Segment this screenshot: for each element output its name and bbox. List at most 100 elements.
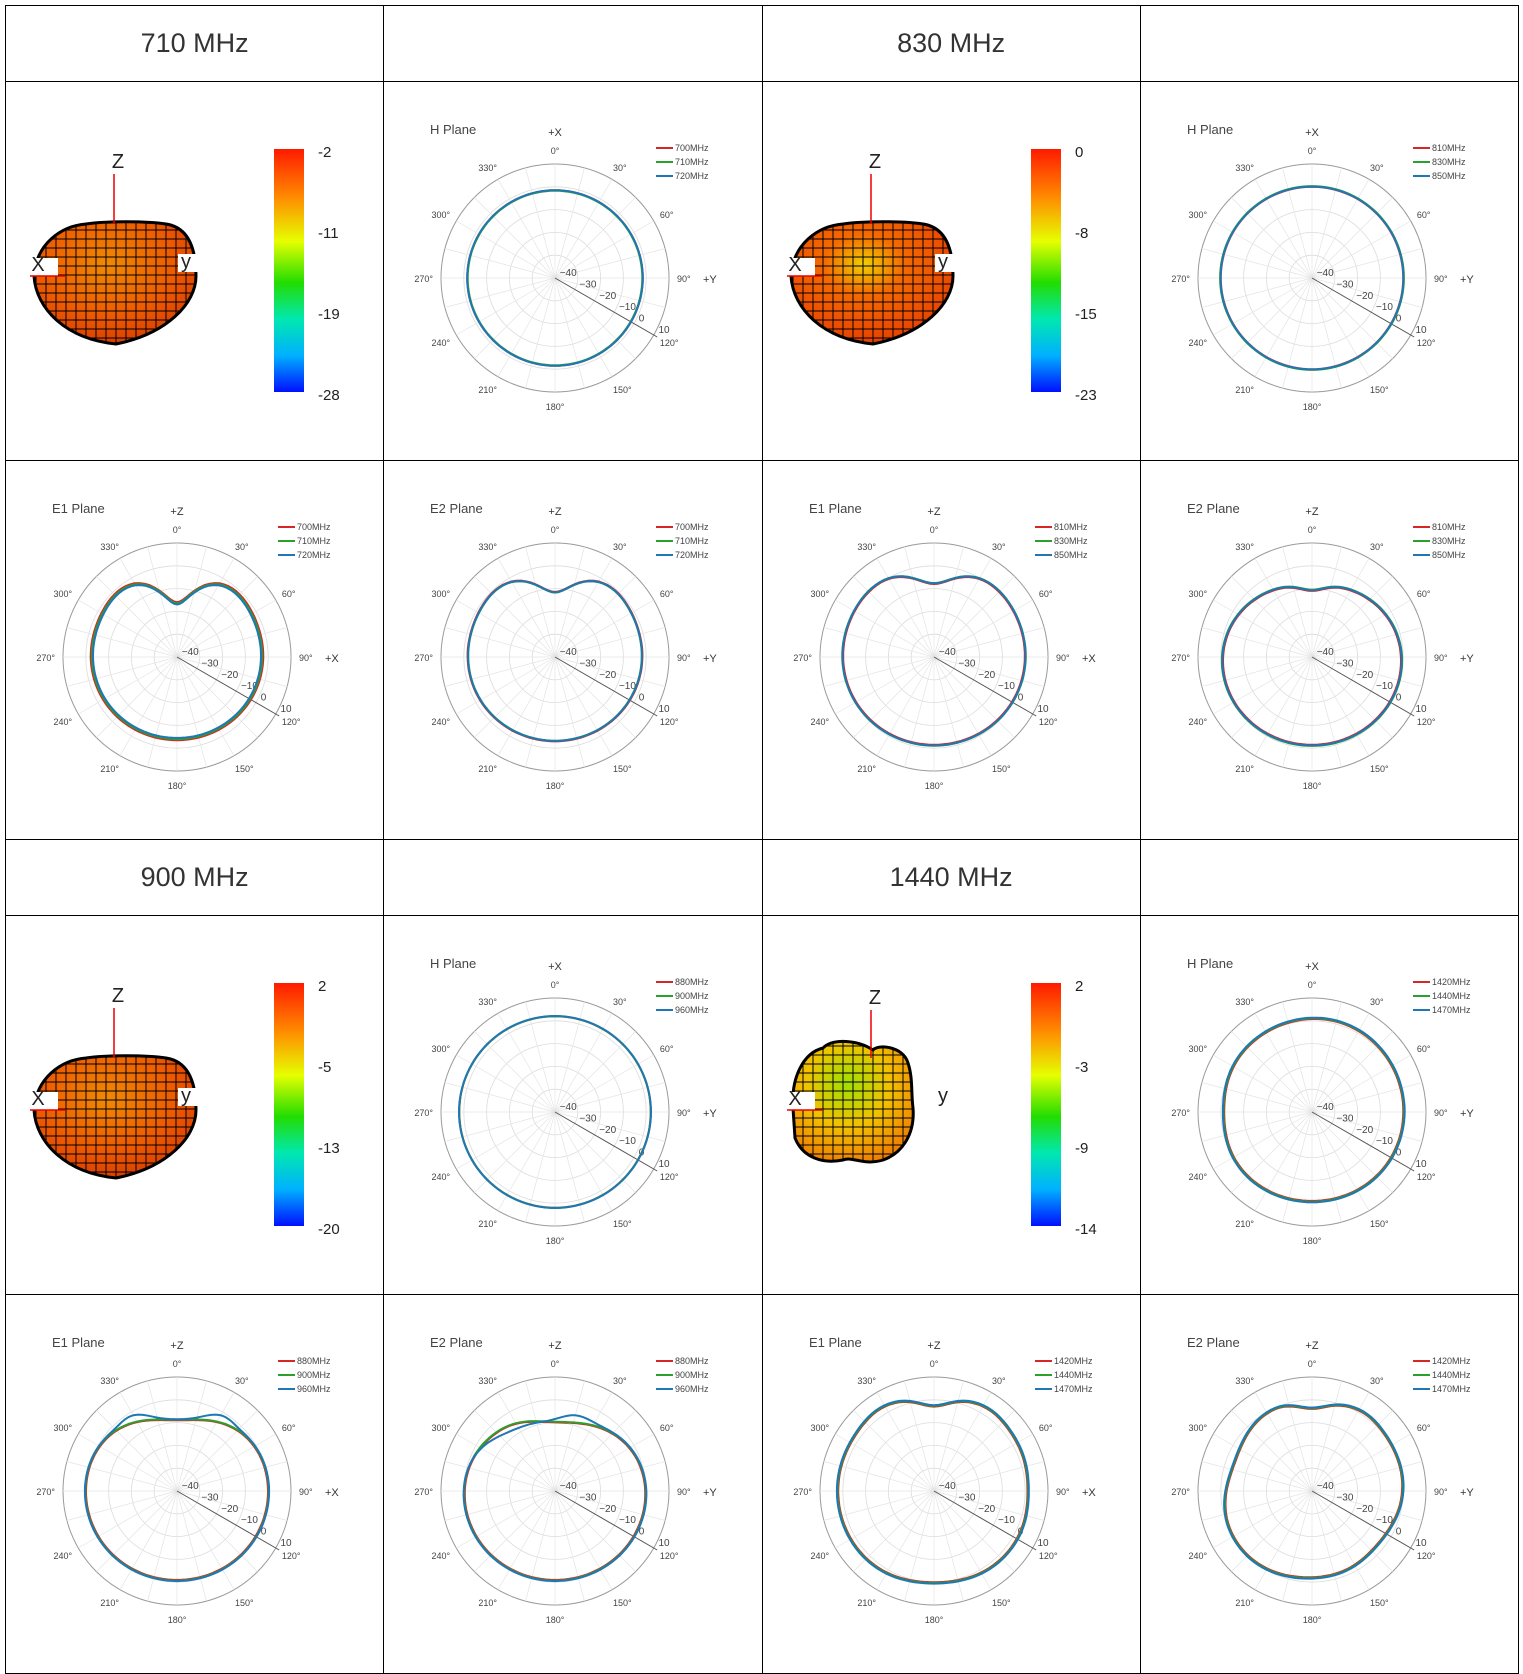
- right-axis-label: +Y: [1460, 1487, 1474, 1499]
- angle-tick-label: 0°: [1307, 980, 1316, 990]
- angle-tick-label: 90°: [677, 274, 691, 284]
- legend-entry: 810MHz: [1432, 143, 1466, 153]
- angle-tick-label: 270°: [793, 653, 812, 663]
- right-axis-label: +Y: [1460, 274, 1474, 286]
- angle-tick-label: 0°: [551, 146, 560, 156]
- angle-tick-label: 330°: [1235, 163, 1254, 173]
- angle-tick-label: 90°: [677, 653, 691, 663]
- colorbar-tick-label: -19: [318, 306, 340, 323]
- angle-tick-label: 180°: [1302, 1615, 1321, 1625]
- angular-grid-line: [934, 576, 1015, 657]
- angular-grid-line: [67, 1491, 177, 1521]
- plane-title: E1 Plane: [809, 501, 862, 516]
- angular-grid-line: [445, 1461, 555, 1491]
- radial-tick-label: −40: [938, 1481, 955, 1492]
- angle-tick-label: 300°: [1188, 1044, 1207, 1054]
- angle-tick-label: 300°: [810, 589, 829, 599]
- angular-grid-line: [853, 576, 934, 657]
- angle-tick-label: 60°: [660, 589, 674, 599]
- angular-grid-line: [555, 168, 585, 278]
- legend-entry: 1470MHz: [1432, 1005, 1471, 1015]
- angular-grid-line: [526, 1381, 556, 1491]
- angular-grid-line: [1282, 657, 1312, 767]
- angular-grid-line: [904, 1491, 934, 1601]
- angle-tick-label: 90°: [299, 653, 313, 663]
- angular-grid-line: [555, 657, 585, 767]
- angular-grid-line: [526, 657, 556, 767]
- angle-tick-label: 120°: [1417, 717, 1436, 727]
- angular-grid-line: [1231, 197, 1312, 278]
- angle-tick-label: 90°: [1434, 653, 1448, 663]
- z-axis-label: Z: [868, 987, 880, 1009]
- top-axis-label: +Z: [927, 1340, 940, 1352]
- angle-tick-label: 330°: [100, 1376, 119, 1386]
- right-axis-label: +X: [325, 653, 339, 665]
- legend-entry: 960MHz: [675, 1005, 709, 1015]
- radial-tick-label: −20: [1356, 670, 1373, 681]
- radiation-pattern-surface: [34, 1056, 196, 1178]
- legend-entry: 710MHz: [297, 536, 331, 546]
- angular-grid-line: [1312, 278, 1342, 388]
- legend-entry: 830MHz: [1054, 536, 1088, 546]
- legend-entry: 1440MHz: [1054, 1370, 1093, 1380]
- radial-tick-label: 10: [1415, 1538, 1427, 1549]
- legend-entry: 810MHz: [1432, 522, 1466, 532]
- angular-grid-line: [67, 1461, 177, 1491]
- radial-tick-label: 0: [639, 693, 645, 704]
- right-axis-label: +Y: [703, 1108, 717, 1120]
- plane-title: E2 Plane: [430, 501, 483, 516]
- angular-grid-line: [1202, 1491, 1312, 1521]
- polar-chart-s1h2: −40−30−20−100100°30°60°90°+Y120°150°180°…: [1141, 928, 1493, 1282]
- angular-grid-line: [1312, 1381, 1342, 1491]
- angle-tick-label: 60°: [1417, 1044, 1431, 1054]
- angular-grid-line: [475, 278, 556, 359]
- legend-entry: 1420MHz: [1054, 1356, 1093, 1366]
- radial-tick-label: −20: [599, 291, 616, 302]
- legend-entry: 830MHz: [1432, 536, 1466, 546]
- angle-tick-label: 60°: [282, 1423, 296, 1433]
- radial-tick-label: −40: [1316, 268, 1333, 279]
- angular-grid-line: [147, 1381, 177, 1491]
- angle-tick-label: 0°: [551, 980, 560, 990]
- angle-tick-label: 330°: [479, 1376, 498, 1386]
- angle-tick-label: 210°: [857, 1598, 876, 1608]
- radial-tick-label: 10: [1037, 704, 1049, 715]
- plane-title: E2 Plane: [1187, 1335, 1240, 1350]
- angle-tick-label: 60°: [1038, 589, 1052, 599]
- legend-entry: 880MHz: [675, 1356, 709, 1366]
- angular-grid-line: [177, 576, 258, 657]
- angular-grid-line: [823, 627, 933, 657]
- radial-tick-label: 10: [1037, 1538, 1049, 1549]
- right-axis-label: +Y: [703, 1487, 717, 1499]
- angular-grid-line: [904, 1381, 934, 1491]
- angle-tick-label: 30°: [1370, 163, 1384, 173]
- radial-tick-label: −10: [997, 1515, 1014, 1526]
- radial-tick-label: −10: [1376, 1136, 1393, 1147]
- radial-axis-line: [934, 1491, 1036, 1550]
- right-axis-label: +Y: [703, 653, 717, 665]
- x-axis-label: X: [31, 254, 44, 276]
- angular-grid-line: [1202, 1082, 1312, 1112]
- angular-grid-line: [1213, 657, 1312, 714]
- angular-grid-line: [1255, 179, 1312, 278]
- angle-tick-label: 300°: [54, 1423, 73, 1433]
- angle-tick-label: 0°: [551, 525, 560, 535]
- angle-tick-label: 270°: [1171, 1487, 1190, 1497]
- angle-tick-label: 210°: [479, 385, 498, 395]
- angle-tick-label: 210°: [1235, 1219, 1254, 1229]
- angular-grid-line: [120, 657, 177, 756]
- right-axis-label: +X: [325, 1487, 339, 1499]
- radial-tick-label: 0: [639, 314, 645, 325]
- angular-grid-line: [120, 1392, 177, 1491]
- angle-tick-label: 240°: [1188, 1551, 1207, 1561]
- legend-entry: 700MHz: [297, 522, 331, 532]
- legend-entry: 900MHz: [675, 1370, 709, 1380]
- angular-grid-line: [1282, 1381, 1312, 1491]
- angle-tick-label: 270°: [793, 1487, 812, 1497]
